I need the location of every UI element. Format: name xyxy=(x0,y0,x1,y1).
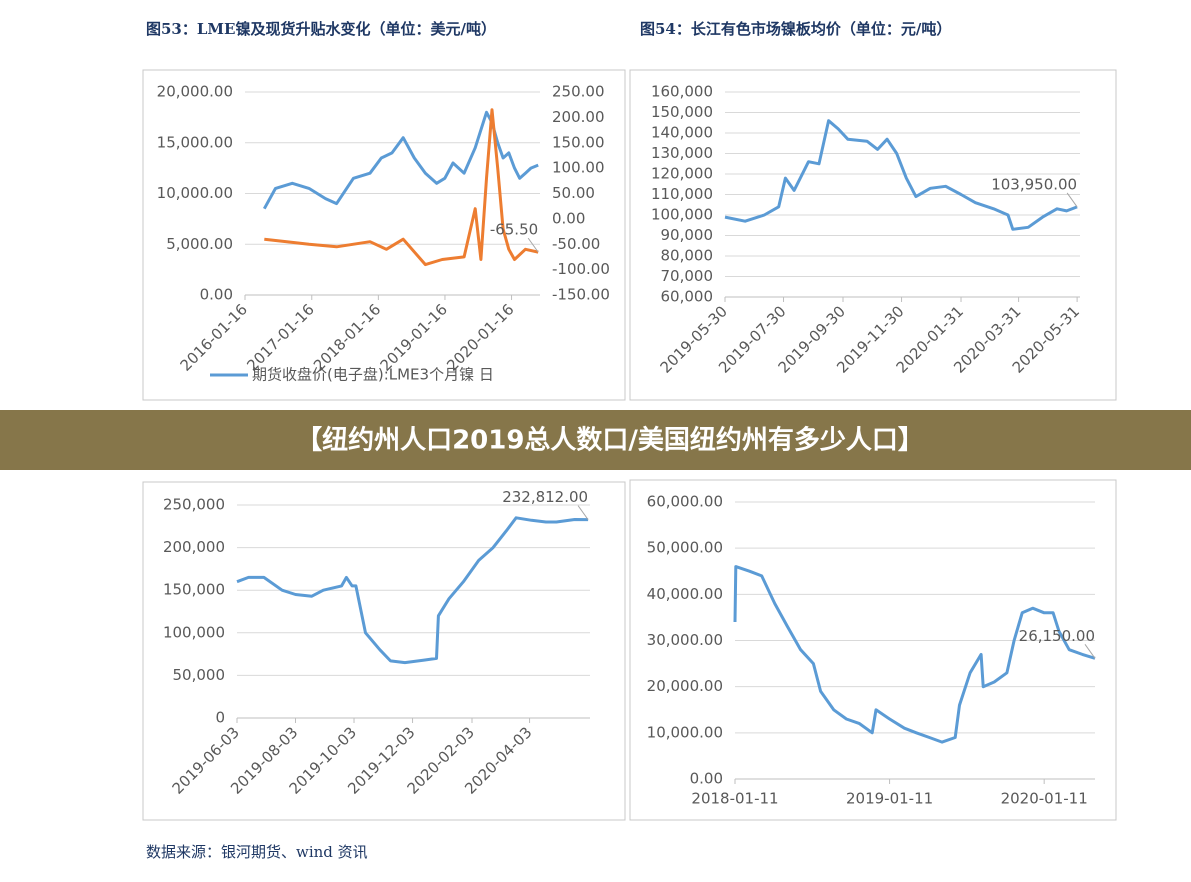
chart-frame xyxy=(629,479,1117,821)
y-tick-label: 100.00 xyxy=(552,159,605,177)
y-tick-label: 140,000 xyxy=(651,124,713,142)
annotation: 232,812.00 xyxy=(502,488,588,506)
legend-label: 期货收盘价(电子盘):LME3个月镍 日 xyxy=(252,366,494,384)
y-tick-label: 30,000.00 xyxy=(647,631,723,649)
y-tick-label: 60,000.00 xyxy=(647,493,723,511)
y-tick-label: 20,000.00 xyxy=(647,677,723,695)
annotation: -65.50 xyxy=(490,221,538,239)
x-tick-label: 2020-01-11 xyxy=(1001,790,1088,808)
y-tick-label: 100,000 xyxy=(163,623,225,641)
y-tick-label: 50,000 xyxy=(173,666,226,684)
y-tick-label: 10,000.00 xyxy=(157,184,233,202)
chart-frame xyxy=(142,481,626,821)
y-tick-label: 250,000 xyxy=(163,496,225,514)
data-line xyxy=(262,110,539,210)
y-tick-label: 60,000 xyxy=(661,288,714,306)
y-tick-label: -100.00 xyxy=(552,260,610,278)
banner xyxy=(0,410,1191,470)
annotation-leader xyxy=(527,237,539,253)
data-line xyxy=(236,516,589,665)
y-tick-label: 20,000.00 xyxy=(157,83,233,101)
x-tick-label: 2018-01-11 xyxy=(691,790,778,808)
y-tick-label: 0 xyxy=(215,709,225,727)
y-tick-label: 10,000.00 xyxy=(647,723,723,741)
figure-title: 图54：长江有色市场镍板均价（单位：元/吨） xyxy=(640,20,951,38)
y-tick-label: 250.00 xyxy=(552,83,605,101)
annotation-leader xyxy=(1066,192,1078,208)
source: 数据来源：银河期货、wind 资讯 xyxy=(146,843,368,861)
annotation-leader xyxy=(1084,643,1096,659)
y-tick-label: 90,000 xyxy=(661,226,714,244)
y-tick-label: -150.00 xyxy=(552,286,610,304)
y-tick-label: 150.00 xyxy=(552,133,605,151)
annotation-leader xyxy=(577,505,589,520)
y-tick-label: 0.00 xyxy=(690,770,723,788)
annotation: 26,150.00 xyxy=(1019,627,1095,645)
chart-frame xyxy=(142,69,626,401)
y-tick-label: 0.00 xyxy=(200,286,233,304)
y-tick-label: -50.00 xyxy=(552,235,600,253)
data-line xyxy=(724,119,1078,231)
y-tick-label: 150,000 xyxy=(651,103,713,121)
y-tick-label: 200,000 xyxy=(163,538,225,556)
y-tick-label: 160,000 xyxy=(651,83,713,101)
y-tick-label: 50.00 xyxy=(552,184,595,202)
annotation: 103,950.00 xyxy=(991,175,1077,193)
y-tick-label: 130,000 xyxy=(651,144,713,162)
y-tick-label: 100,000 xyxy=(651,206,713,224)
banner-text: 【纽约州人口2019总人数口/美国纽约州有多少人口】 xyxy=(296,425,924,456)
y-tick-label: 150,000 xyxy=(163,581,225,599)
y-tick-label: 70,000 xyxy=(661,267,714,285)
data-line xyxy=(264,108,539,267)
figure-title: 图53：LME镍及现货升贴水变化（单位：美元/吨） xyxy=(146,20,496,38)
y-tick-label: 120,000 xyxy=(651,165,713,183)
y-tick-label: 15,000.00 xyxy=(157,133,233,151)
y-tick-label: 80,000 xyxy=(661,247,714,265)
y-tick-label: 0.00 xyxy=(552,209,585,227)
data-line xyxy=(733,565,1096,744)
y-tick-label: 40,000.00 xyxy=(647,585,723,603)
y-tick-label: 5,000.00 xyxy=(166,235,233,253)
y-tick-label: 200.00 xyxy=(552,108,605,126)
x-tick-label: 2019-01-11 xyxy=(846,790,933,808)
y-tick-label: 50,000.00 xyxy=(647,539,723,557)
y-tick-label: 110,000 xyxy=(651,185,713,203)
